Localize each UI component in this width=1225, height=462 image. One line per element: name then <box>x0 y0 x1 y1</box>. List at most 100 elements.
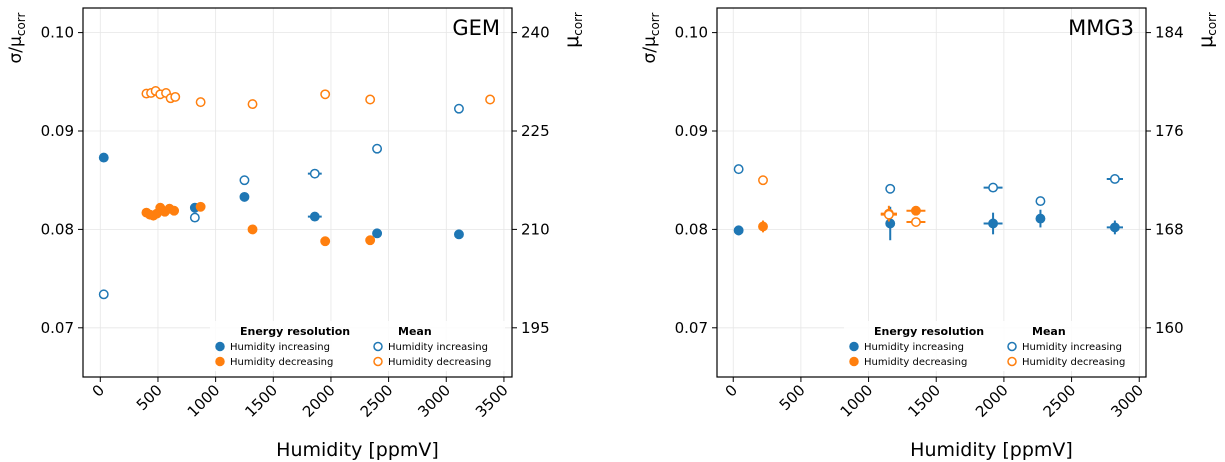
y-tick-label-right: 168 <box>1155 220 1184 238</box>
legend-marker <box>1007 356 1017 367</box>
data-point <box>309 168 320 179</box>
legend-marker <box>1007 341 1017 352</box>
y-tick-label-left: 0.09 <box>41 122 74 140</box>
x-tick-label: 0 <box>89 381 108 400</box>
y-axis-label-left-sub: corr <box>14 12 28 36</box>
series-mean-decreasing <box>141 86 496 110</box>
data-point <box>98 289 109 300</box>
plot-frame <box>82 7 513 378</box>
legend-marker <box>849 356 859 367</box>
data-point <box>320 236 331 247</box>
legend: Energy resolution Mean Humidity increasing… <box>210 321 505 371</box>
legend-marker <box>215 356 225 367</box>
data-point <box>239 191 250 202</box>
series-resolution-increasing <box>733 206 1123 241</box>
series-mean-increasing <box>733 164 1123 207</box>
data-point <box>247 99 258 110</box>
y-tick-label-right: 225 <box>521 122 550 140</box>
series-mean-decreasing <box>758 175 926 227</box>
legend-marker <box>215 341 225 352</box>
data-point <box>910 217 921 227</box>
data-point <box>988 218 999 229</box>
legend-box <box>210 321 505 371</box>
data-point <box>1035 213 1046 224</box>
y-tick-label-left: 0.07 <box>675 319 708 337</box>
x-tick-label: 3000 <box>414 381 454 421</box>
legend-entry: Humidity decreasing <box>1022 357 1125 368</box>
plot-frame <box>716 7 1147 378</box>
legend-entry: Humidity increasing <box>1022 342 1122 353</box>
data-point <box>454 229 464 240</box>
data-point <box>320 89 331 100</box>
x-tick-label: 2500 <box>1040 381 1080 421</box>
data-point <box>195 201 206 212</box>
panel-gem: 0 500 1000 1500 2000 2500 3000 3500 0.07 0.08 0.09… <box>6 7 585 461</box>
data-point <box>1035 196 1046 207</box>
y-tick-label-left: 0.10 <box>41 24 74 42</box>
data-point <box>189 212 200 223</box>
legend-box <box>844 321 1139 371</box>
data-point <box>733 225 744 236</box>
x-tick-label: 500 <box>133 381 166 414</box>
data-point <box>98 152 109 163</box>
legend-entry: Humidity decreasing <box>864 357 967 368</box>
data-point <box>910 205 921 216</box>
x-tick-label: 1500 <box>241 381 281 421</box>
legend-title-resolution: Energy resolution <box>240 325 350 338</box>
x-axis-label: Humidity [ppmV] <box>910 439 1073 461</box>
data-point <box>758 175 768 186</box>
x-axis-label: Humidity [ppmV] <box>276 439 439 461</box>
data-point <box>170 91 181 102</box>
y-axis-label-right: μcorr <box>1195 12 1219 48</box>
y-axis-label-right-main: μ <box>1195 36 1217 48</box>
data-point <box>988 182 999 193</box>
x-tick-label: 1500 <box>904 381 944 421</box>
legend: Energy resolution Mean Humidity increasing… <box>844 321 1139 371</box>
series-resolution-increasing <box>98 152 464 240</box>
data-point <box>365 94 376 105</box>
x-tick-label: 2000 <box>299 381 339 421</box>
data-point <box>309 211 320 222</box>
y-tick-label-left: 0.09 <box>675 122 708 140</box>
data-point <box>195 97 206 108</box>
legend-entry: Humidity increasing <box>230 342 330 353</box>
y-tick-label-left: 0.08 <box>675 220 708 238</box>
y-axis-label-left: σ/μcorr <box>6 12 28 63</box>
data-point <box>247 224 258 235</box>
series-resolution-decreasing <box>141 201 376 247</box>
legend-entry: Humidity decreasing <box>230 357 333 368</box>
x-tick-label: 500 <box>776 381 809 414</box>
y-tick-label-right: 210 <box>521 220 550 238</box>
panel-title: GEM <box>452 16 500 40</box>
data-point <box>485 94 496 105</box>
y-axis-label-left-sub: corr <box>648 12 662 36</box>
legend-entry: Humidity decreasing <box>388 357 491 368</box>
series-resolution-decreasing <box>758 205 926 233</box>
y-tick-label-right: 160 <box>1155 319 1184 337</box>
y-tick-label-right: 176 <box>1155 122 1184 140</box>
x-tick-label: 0 <box>722 381 741 400</box>
legend-entry: Humidity increasing <box>388 342 488 353</box>
legend-marker <box>373 341 383 352</box>
legend-marker <box>849 341 859 352</box>
y-axis-label-left: σ/μcorr <box>640 12 662 63</box>
data-point <box>758 221 768 232</box>
y-tick-label-left: 0.08 <box>41 220 74 238</box>
data-point <box>239 175 250 186</box>
data-point <box>1109 222 1120 233</box>
legend-title-mean: Mean <box>1032 325 1066 338</box>
data-point <box>885 218 896 229</box>
data-point <box>365 235 376 246</box>
legend-title-mean: Mean <box>398 325 432 338</box>
data-point <box>169 205 180 216</box>
panel-mmg3: 0 500 1000 1500 2000 2500 3000 0.07 0.08 0.09 0.10… <box>640 7 1219 461</box>
data-point <box>454 103 464 114</box>
data-point <box>1109 174 1120 184</box>
data-point <box>372 143 383 154</box>
data-point <box>372 228 383 239</box>
data-point <box>883 209 894 220</box>
y-axis-label-left-main: σ/μ <box>640 36 660 64</box>
y-tick-label-right: 195 <box>521 319 550 337</box>
y-tick-label-right: 240 <box>521 24 550 42</box>
